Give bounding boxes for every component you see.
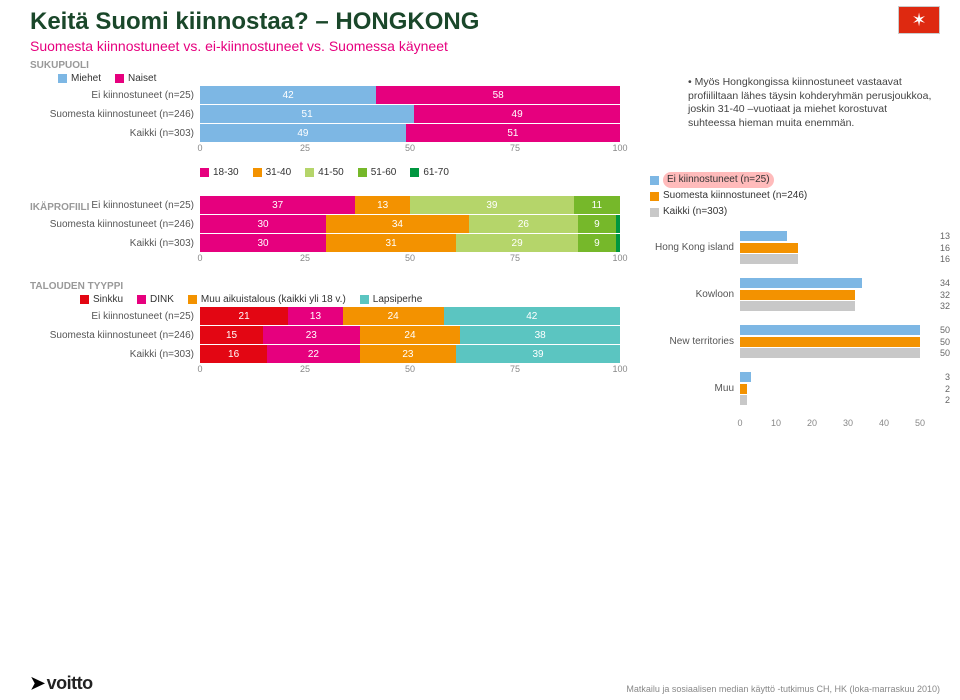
chart-household: Ei kiinnostuneet (n=25)21132442Suomesta …: [30, 307, 630, 363]
axis-household: 0255075100: [200, 364, 620, 378]
page-subtitle: Suomesta kiinnostuneet vs. ei-kiinnostun…: [30, 38, 930, 54]
page-title: Keitä Suomi kiinnostaa? – HONGKONG: [30, 8, 930, 36]
chart-gender: Ei kiinnostuneet (n=25)4258Suomesta kiin…: [30, 86, 630, 142]
section-gender-label: SUKUPUOLI: [30, 60, 630, 71]
legend-household: SinkkuDINKMuu aikuistalous (kaikki yli 1…: [80, 294, 630, 305]
footer-source: Matkailu ja sosiaalisen median käyttö -t…: [626, 684, 940, 694]
legend-gender: MiehetNaiset: [58, 73, 630, 84]
section-household-label: TALOUDEN TYYPPI: [30, 281, 630, 292]
axis-regions: 01020304050: [740, 418, 920, 432]
legend-age: 18-3031-4041-5051-6061-70: [200, 167, 630, 178]
axis-gender: 0255075100: [200, 143, 620, 157]
right-legend: Ei kiinnostuneet (n=25)Suomesta kiinnost…: [650, 172, 950, 220]
note-text: • Myös Hongkongissa kiinnostuneet vastaa…: [682, 72, 942, 135]
logo: voitto: [30, 673, 93, 694]
flag-icon: ✶: [898, 6, 940, 34]
regions-chart: 13Hong Kong island161634Kowloon323250New…: [650, 231, 950, 418]
axis-age: 0255075100: [200, 253, 620, 267]
